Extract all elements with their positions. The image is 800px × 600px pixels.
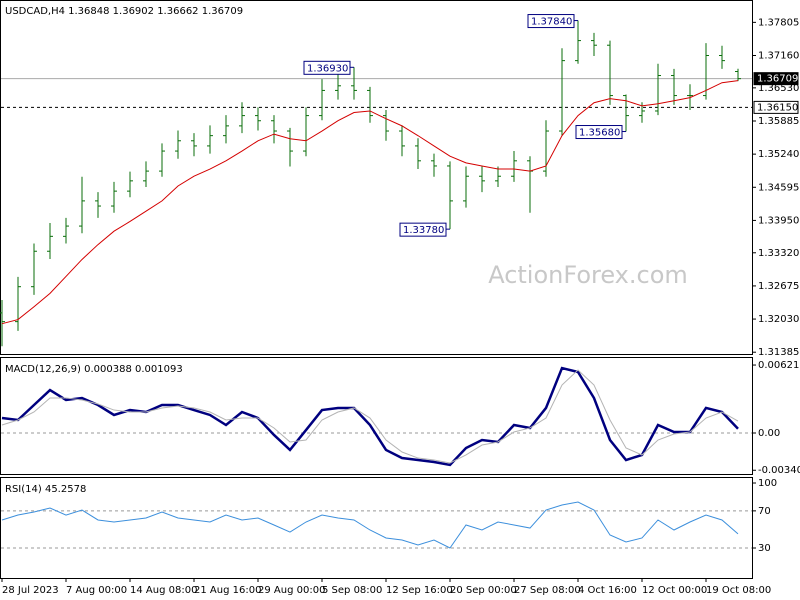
y-tick-label: 1.34595	[758, 182, 799, 193]
panel-title: USDCAD,H4 1.36848 1.36902 1.36662 1.3670…	[5, 6, 243, 17]
annotation-label: 1.36930	[307, 63, 348, 74]
indicator-line	[1, 369, 739, 464]
annotation-box	[303, 60, 351, 75]
moving-average	[1, 80, 739, 325]
annotation-label: 1.33780	[403, 225, 444, 236]
y-tick-label: 1.33320	[758, 248, 799, 259]
rsi-panel	[0, 477, 753, 579]
annotation-box	[399, 222, 447, 237]
x-tick-label: 27 Sep 08:00	[514, 585, 581, 596]
y-tick-label: 1.31385	[758, 347, 799, 358]
x-tick-label: 12 Sep 16:00	[386, 585, 453, 596]
y-tick-label: 1.36530	[758, 83, 799, 94]
annotation-box	[527, 14, 575, 29]
x-tick-label: 28 Jul 2023	[2, 585, 59, 596]
annotation-label: 1.35680	[579, 128, 620, 139]
price-label-box	[753, 100, 799, 114]
y-tick-label: 70	[758, 506, 771, 517]
price-label-box	[753, 72, 799, 86]
y-tick-label: 0.00	[758, 428, 780, 439]
x-tick-label: 7 Aug 00:00	[66, 585, 127, 596]
macd-panel	[0, 357, 753, 475]
y-tick-label: 1.35240	[758, 149, 799, 160]
y-tick-label: 100	[758, 478, 777, 489]
panel-title: RSI(14) 45.2578	[5, 484, 86, 495]
y-tick-label: 1.37805	[758, 17, 799, 28]
y-tick-label: 1.37160	[758, 50, 799, 61]
x-tick-label: 12 Oct 00:00	[642, 585, 707, 596]
y-tick-label: -0.003407	[758, 465, 800, 476]
y-tick-label: 1.35885	[758, 116, 799, 127]
y-tick-label: 1.32030	[758, 314, 799, 325]
x-tick-label: 20 Sep 00:00	[450, 585, 517, 596]
price-label: 1.36150	[757, 102, 798, 113]
panel-title: MACD(12,26,9) 0.000388 0.001093	[5, 364, 183, 375]
main-panel	[0, 0, 753, 355]
y-tick-label: 0.006216	[758, 360, 800, 371]
x-tick-label: 21 Aug 16:00	[194, 585, 261, 596]
x-tick-label: 29 Aug 00:00	[258, 585, 325, 596]
watermark: ActionForex.com	[488, 261, 688, 289]
x-tick-label: 4 Oct 16:00	[578, 585, 637, 596]
y-tick-label: 30	[758, 543, 771, 554]
annotation-box	[575, 125, 623, 140]
x-tick-label: 14 Aug 08:00	[130, 585, 197, 596]
x-tick-label: 19 Oct 08:00	[706, 585, 771, 596]
y-tick-label: 1.33950	[758, 215, 799, 226]
indicator-line	[1, 501, 739, 549]
price-label: 1.36709	[757, 74, 798, 85]
x-tick-label: 5 Sep 08:00	[322, 585, 382, 596]
annotation-label: 1.37840	[531, 17, 572, 28]
y-tick-label: 1.32675	[758, 281, 799, 292]
